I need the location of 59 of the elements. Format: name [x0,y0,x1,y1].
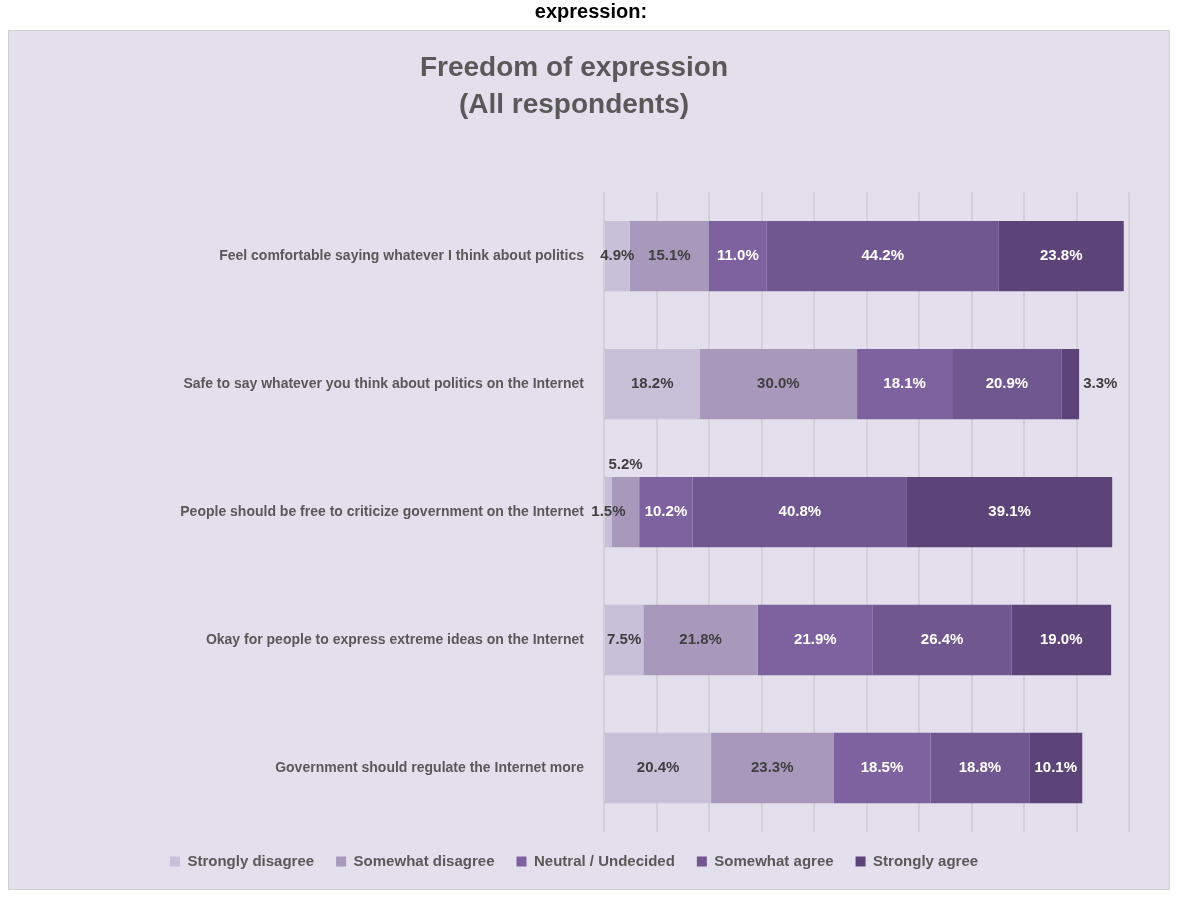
legend-label: Somewhat agree [714,851,834,869]
data-label: 23.8% [1040,246,1083,264]
chart-subtitle: (All respondents) [458,88,690,120]
data-label: 10.1% [1034,758,1078,776]
y-tick-label: Government should regulate the Internet more [275,758,585,775]
bar [699,348,858,420]
data-label: 39.1% [988,502,1031,520]
bar [833,732,931,804]
data-label: 21.9% [794,630,837,648]
bar [605,348,700,420]
data-label: 1.5% [591,502,626,520]
bar [952,348,1062,420]
y-tick-label: Feel comfortable saying whatever I think about politics [219,247,585,264]
bar [872,604,1012,676]
data-label: 19.0% [1040,630,1083,648]
data-label: 5.2% [608,455,643,473]
data-label: 20.4% [636,758,680,776]
legend-label: Neutral / Undecided [533,851,675,869]
legend-label: Strongly agree [873,851,979,869]
data-label: 7.5% [607,630,642,648]
data-label: 18.2% [631,374,674,392]
data-label: 21.8% [679,630,722,648]
bar [1029,732,1083,804]
bar [757,604,873,676]
y-tick-label: Okay for people to express extreme ideas on the Internet [205,630,585,647]
data-label: 18.8% [958,758,1002,776]
bar [692,476,907,548]
data-label: 15.1% [648,246,691,264]
bar [857,348,953,420]
chart-title: Freedom of expression [419,50,729,82]
bar [906,476,1113,548]
data-label: 10.2% [644,502,688,520]
data-label: 23.3% [750,758,794,776]
data-label: 11.0% [717,246,759,264]
bar [639,476,693,548]
bar [711,732,834,804]
bar [998,220,1124,292]
bar [709,220,767,292]
bar [643,604,758,676]
data-label: 30.0% [757,374,800,392]
data-label: 44.2% [861,246,905,264]
data-label: 3.3% [1083,374,1118,392]
data-label: 4.9% [600,246,635,264]
data-label: 18.5% [860,758,904,776]
data-label: 40.8% [778,502,822,520]
text: expression: [533,0,649,23]
bar [766,220,999,292]
data-label: 18.1% [883,374,926,392]
bar [1011,604,1112,676]
bar [605,604,644,676]
legend-label: Strongly disagree [187,851,315,869]
bar [930,732,1030,804]
bar [605,732,712,804]
bar [1061,348,1080,420]
legend-label: Somewhat disagree [353,851,495,869]
y-tick-label: Safe to say whatever you think about politics on the Internet [183,375,585,391]
data-label: 26.4% [920,630,964,648]
data-label: 20.9% [985,374,1029,392]
y-tick-label: People should be free to criticize government on the Internet [180,502,585,519]
